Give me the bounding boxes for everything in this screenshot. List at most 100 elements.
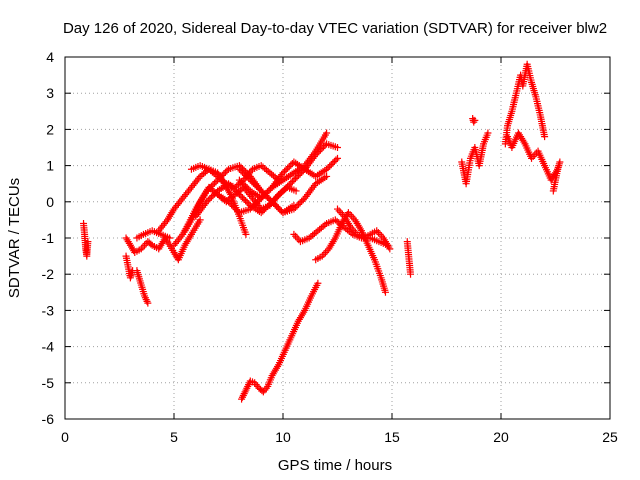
data-point: [206, 184, 214, 192]
data-point: [239, 194, 247, 202]
y-tick-label: -1: [42, 230, 55, 246]
y-tick-label: -3: [42, 302, 55, 318]
data-point: [243, 198, 251, 206]
data-point: [329, 159, 337, 167]
data-point: [204, 196, 212, 204]
data-point: [285, 163, 293, 171]
data-point: [267, 196, 275, 204]
data-point: [262, 204, 270, 212]
data-point: [251, 181, 259, 189]
data-point: [263, 193, 271, 201]
data-point: [262, 192, 270, 200]
data-point: [229, 202, 237, 210]
data-point: [293, 173, 301, 181]
data-point: [323, 165, 331, 173]
data-point: [234, 207, 242, 215]
data-point: [273, 193, 281, 201]
data-point: [249, 179, 257, 187]
data-point: [251, 200, 259, 208]
data-point: [288, 178, 296, 186]
data-point: [290, 230, 298, 238]
data-point: [334, 144, 341, 151]
data-point: [381, 288, 389, 296]
data-point: [265, 201, 273, 209]
data-point: [229, 184, 237, 192]
data-point: [226, 199, 234, 207]
data-point: [259, 188, 267, 196]
x-tick-label: 5: [170, 429, 178, 445]
data-point: [209, 192, 217, 200]
data-point: [240, 195, 248, 203]
data-point: [386, 245, 394, 253]
data-point: [203, 198, 211, 206]
data-point: [243, 184, 251, 192]
data-point: [245, 175, 253, 183]
y-tick-label: 0: [46, 194, 54, 210]
data-point: [248, 203, 256, 211]
data-point: [290, 176, 298, 184]
x-tick-label: 0: [61, 429, 69, 445]
data-point: [282, 184, 290, 192]
data-point: [248, 178, 256, 186]
data-point: [257, 209, 265, 217]
data-point: [291, 203, 299, 211]
data-point: [235, 165, 243, 173]
data-point: [335, 207, 343, 215]
data-point: [253, 199, 261, 207]
data-point: [285, 181, 293, 189]
data-point: [207, 193, 215, 201]
y-tick-labels: -6 -5 -4 -3 -2 -1 0 1 2 3 4: [42, 49, 55, 427]
data-point: [276, 206, 284, 214]
data-point: [237, 167, 245, 175]
data-point: [142, 239, 150, 247]
x-tick-label: 10: [275, 429, 291, 445]
data-point: [144, 299, 152, 307]
data-point: [147, 240, 155, 248]
data-point: [274, 192, 282, 200]
data-point: [253, 182, 261, 190]
y-tick-label: 4: [46, 49, 54, 65]
data-point: [249, 202, 257, 210]
data-point: [323, 172, 331, 180]
data-point: [207, 182, 215, 190]
data-point: [196, 216, 204, 224]
data-point: [226, 181, 234, 189]
data-point: [314, 279, 322, 287]
data-point: [281, 185, 289, 193]
data-point: [322, 248, 330, 256]
data-point: [246, 176, 254, 184]
data-point: [240, 170, 248, 178]
data-point: [292, 187, 300, 195]
data-point: [287, 179, 295, 187]
data-point: [225, 198, 232, 206]
data-point: [257, 194, 265, 202]
data-point: [295, 171, 303, 179]
y-tick-label: -6: [42, 411, 55, 427]
data-point: [324, 164, 332, 172]
x-tick-label: 20: [493, 429, 509, 445]
data-point: [254, 184, 262, 192]
data-point: [284, 182, 292, 190]
data-point: [260, 190, 268, 198]
data-point: [242, 230, 250, 238]
data-point: [240, 181, 248, 189]
data-point: [206, 195, 214, 203]
data-point: [242, 182, 250, 190]
y-tick-label: 1: [46, 158, 54, 174]
data-point: [84, 238, 92, 246]
data-point: [348, 212, 356, 220]
y-axis-label: SDTVAR / TECUs: [6, 178, 23, 298]
data-point: [277, 207, 285, 215]
data-point: [231, 204, 239, 212]
x-axis-label: GPS time / hours: [278, 457, 392, 474]
data-point: [374, 229, 382, 237]
axis-ticks: [64, 56, 611, 420]
data-point: [295, 236, 303, 244]
data-point: [279, 169, 287, 177]
data-point: [323, 129, 331, 137]
data-point: [330, 157, 338, 165]
data-point: [276, 190, 284, 198]
data-point: [277, 188, 285, 196]
y-tick-label: 3: [46, 85, 54, 101]
